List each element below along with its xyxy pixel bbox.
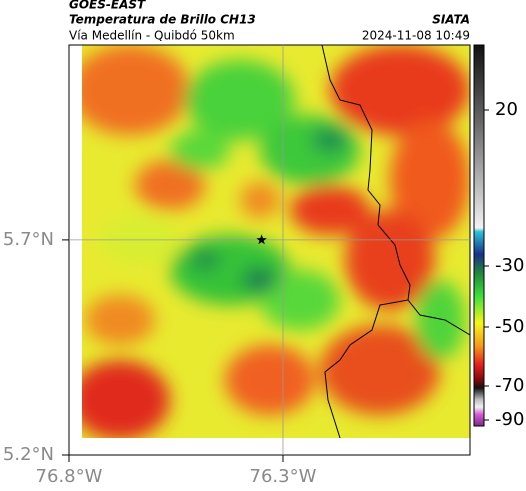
lon-tick-label: 76.8°W	[36, 466, 103, 487]
colorbar-tick-label: -30	[495, 255, 524, 276]
lat-tick-label: 5.7°N	[3, 229, 54, 250]
lon-tick-label: 76.3°W	[250, 466, 317, 487]
source-title: GOES-EAST	[69, 0, 146, 12]
colorbar-tick-label: 20	[495, 99, 518, 120]
brightness-image	[82, 45, 470, 438]
region: Vía Medellín - Quibdó 50km	[69, 29, 235, 43]
colorbar	[473, 44, 485, 427]
lat-tick-label: 5.2°N	[3, 444, 54, 465]
agency: SIATA	[432, 13, 470, 27]
colorbar-tick-label: -90	[495, 409, 524, 430]
location-marker	[256, 234, 267, 245]
map-frame	[68, 44, 471, 456]
colorbar-tick-label: -50	[495, 316, 524, 337]
datetime: 2024-11-08 10:49	[362, 29, 470, 43]
colorbar-tick-label: -70	[495, 375, 524, 396]
product-title: Temperatura de Brillo CH13	[69, 13, 256, 27]
